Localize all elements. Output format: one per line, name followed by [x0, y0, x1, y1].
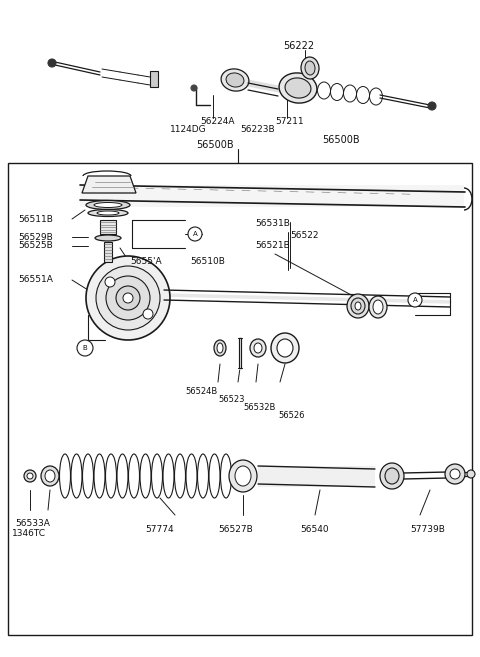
Ellipse shape: [305, 61, 315, 75]
Ellipse shape: [88, 210, 128, 217]
Ellipse shape: [45, 470, 55, 482]
Text: 56526: 56526: [278, 411, 304, 420]
Ellipse shape: [301, 57, 319, 79]
Bar: [100, 220, 116, 234]
Text: 57739B: 57739B: [410, 526, 445, 535]
Ellipse shape: [86, 200, 130, 210]
Ellipse shape: [380, 463, 404, 489]
Ellipse shape: [97, 211, 119, 215]
Circle shape: [445, 464, 465, 484]
Text: 56500B: 56500B: [322, 135, 360, 145]
Text: 56525B: 56525B: [18, 242, 53, 250]
Text: 56529B: 56529B: [18, 233, 53, 242]
Circle shape: [105, 277, 115, 287]
Ellipse shape: [95, 235, 121, 241]
Text: 56524B: 56524B: [185, 388, 217, 397]
Ellipse shape: [229, 460, 257, 492]
Text: 56532B: 56532B: [243, 403, 276, 413]
Ellipse shape: [254, 343, 262, 353]
Text: 56522: 56522: [290, 231, 319, 240]
Circle shape: [143, 309, 153, 319]
Ellipse shape: [347, 294, 369, 318]
Circle shape: [96, 266, 160, 330]
Text: 56510B: 56510B: [190, 258, 225, 267]
Ellipse shape: [235, 466, 251, 486]
Ellipse shape: [385, 468, 399, 484]
Bar: [258, 466, 375, 487]
Circle shape: [106, 276, 150, 320]
Text: 56224A: 56224A: [200, 118, 235, 127]
Text: 56511B: 56511B: [18, 214, 53, 223]
Ellipse shape: [277, 339, 293, 357]
Text: 56531B: 56531B: [255, 219, 290, 229]
Text: 56222: 56222: [283, 41, 314, 51]
Ellipse shape: [221, 69, 249, 91]
Ellipse shape: [279, 73, 317, 103]
Text: 56551A: 56551A: [18, 275, 53, 284]
Text: 56521B: 56521B: [255, 242, 290, 250]
Ellipse shape: [217, 343, 223, 353]
Circle shape: [86, 256, 170, 340]
Bar: [8, 163, 472, 635]
Circle shape: [48, 59, 56, 67]
Circle shape: [116, 286, 140, 310]
Ellipse shape: [285, 78, 311, 98]
Text: A: A: [192, 231, 197, 237]
Circle shape: [123, 293, 133, 303]
Ellipse shape: [351, 298, 365, 314]
Circle shape: [27, 473, 33, 479]
Text: B: B: [83, 345, 87, 351]
Ellipse shape: [369, 296, 387, 318]
Text: 1346TC: 1346TC: [12, 528, 46, 537]
Text: 57774: 57774: [145, 526, 174, 535]
Ellipse shape: [214, 340, 226, 356]
Ellipse shape: [373, 300, 383, 314]
Ellipse shape: [250, 339, 266, 357]
Ellipse shape: [355, 302, 361, 310]
Text: 56523: 56523: [218, 396, 244, 405]
Circle shape: [467, 470, 475, 478]
Ellipse shape: [41, 466, 59, 486]
Circle shape: [24, 470, 36, 482]
Circle shape: [408, 293, 422, 307]
Text: 5655'A: 5655'A: [130, 258, 162, 267]
Text: 56540: 56540: [300, 526, 329, 535]
Circle shape: [428, 102, 436, 110]
Text: 56223B: 56223B: [240, 125, 275, 135]
Circle shape: [191, 85, 197, 91]
Bar: [150, 71, 158, 87]
Bar: [80, 185, 464, 207]
Text: 56500B: 56500B: [196, 140, 234, 150]
Text: 57211: 57211: [275, 118, 304, 127]
Circle shape: [188, 227, 202, 241]
Ellipse shape: [271, 333, 299, 363]
Circle shape: [450, 469, 460, 479]
Text: 56527B: 56527B: [218, 526, 253, 535]
Circle shape: [77, 340, 93, 356]
Text: A: A: [413, 297, 418, 303]
Ellipse shape: [226, 73, 244, 87]
Text: 1124DG: 1124DG: [170, 125, 206, 135]
Text: 56533A: 56533A: [15, 518, 50, 528]
Bar: [104, 242, 112, 262]
Ellipse shape: [94, 202, 122, 208]
Polygon shape: [82, 176, 136, 193]
